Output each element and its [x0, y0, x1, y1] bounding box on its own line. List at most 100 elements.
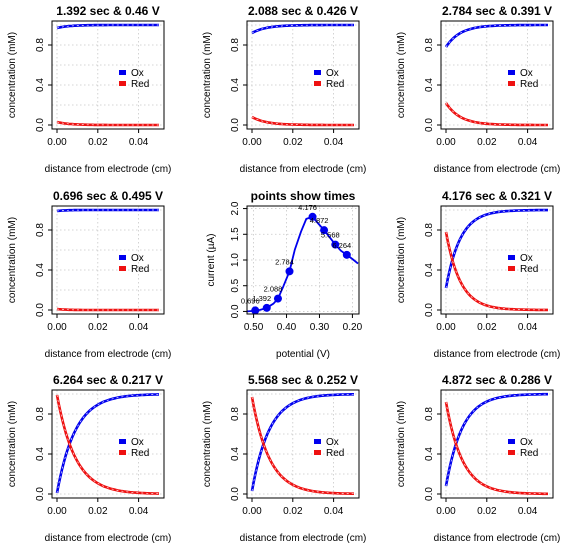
time-point-marker [273, 294, 282, 303]
x-tick-label: 0.02 [88, 506, 108, 517]
series-highlight-red [56, 394, 159, 494]
series-highlight-ox [445, 209, 548, 289]
y-axis-label: current (µA) [206, 234, 217, 287]
y-tick-label: 0.0 [424, 487, 435, 501]
y-axis-label: concentration (mM) [396, 217, 407, 303]
plot-frame [51, 20, 165, 130]
series-highlight-ox [56, 24, 159, 29]
legend-label-red: Red [131, 264, 149, 275]
y-tick-label: 0.4 [35, 78, 46, 92]
legend-label-ox: Ox [326, 68, 339, 79]
legend-label-red: Red [520, 79, 538, 90]
x-tick-label: 0.00 [436, 322, 456, 333]
series-highlight-ox [56, 209, 159, 212]
y-tick-label: 0.8 [35, 407, 46, 421]
series-line-red [56, 120, 159, 127]
x-tick-label: 0.00 [242, 137, 262, 148]
legend-label-red: Red [131, 448, 149, 459]
x-tick-label: 0.02 [88, 137, 108, 148]
x-axis-label: distance from electrode (cm) [45, 349, 172, 360]
series-highlight-red [56, 308, 159, 311]
x-tick-label: 0.50 [244, 322, 264, 333]
y-tick-label: 0.0 [424, 303, 435, 317]
x-axis-label: distance from electrode (cm) [45, 164, 172, 175]
legend-label-ox: Ox [131, 437, 144, 448]
x-tick-label: 0.02 [283, 506, 303, 517]
x-axis-label: distance from electrode (cm) [45, 533, 172, 544]
y-tick-label: 0.4 [35, 447, 46, 461]
legend-key-ox [508, 255, 515, 260]
series-highlight-red [251, 116, 354, 126]
plot-frame [440, 20, 554, 130]
x-tick-label: 0.04 [129, 322, 149, 333]
time-point-label: 2.784 [275, 257, 294, 266]
series-line-red [251, 115, 354, 127]
time-point-marker [320, 226, 329, 235]
legend-key-red [119, 266, 126, 271]
panel-title: points show times [251, 189, 356, 203]
y-tick-label: 0.5 [230, 278, 241, 292]
legend-key-ox [119, 255, 126, 260]
legend-key-ox [314, 70, 321, 75]
legend-key-red [119, 450, 126, 455]
x-tick-label: 0.00 [436, 506, 456, 517]
time-point-label: 1.392 [252, 294, 271, 303]
y-tick-label: 0.0 [230, 118, 241, 132]
legend-label-ox: Ox [131, 68, 144, 79]
y-tick-label: 0.4 [230, 447, 241, 461]
x-axis-label: distance from electrode (cm) [240, 533, 367, 544]
x-tick-label: 0.04 [518, 506, 538, 517]
legend-key-ox [314, 439, 321, 444]
series-line-ox [444, 392, 548, 487]
series-highlight-red [251, 396, 354, 495]
x-tick-label: 0.02 [477, 137, 497, 148]
y-tick-label: 0.8 [230, 38, 241, 52]
x-tick-label: 0.00 [436, 137, 456, 148]
plot-frame [51, 389, 165, 499]
time-point-marker [262, 303, 271, 312]
time-point-marker [308, 212, 317, 221]
x-axis-label: distance from electrode (cm) [240, 164, 367, 175]
x-axis-label: distance from electrode (cm) [434, 533, 561, 544]
x-tick-label: 0.00 [47, 137, 67, 148]
y-axis-label: concentration (mM) [202, 401, 213, 487]
panel-title: 4.176 sec & 0.321 V [442, 189, 552, 203]
legend-key-red [508, 450, 515, 455]
legend-label-red: Red [520, 264, 538, 275]
legend-key-red [508, 266, 515, 271]
y-tick-label: 1.0 [230, 253, 241, 267]
y-tick-label: 0.4 [424, 263, 435, 277]
series-line-ox [444, 208, 548, 289]
y-tick-label: 0.8 [424, 407, 435, 421]
x-tick-label: 0.04 [324, 137, 344, 148]
x-tick-label: 0.40 [277, 322, 297, 333]
y-tick-label: 0.4 [35, 263, 46, 277]
legend-key-red [508, 81, 515, 86]
legend-label-ox: Ox [520, 68, 533, 79]
y-tick-label: 0.4 [424, 447, 435, 461]
x-tick-label: 0.00 [242, 506, 262, 517]
time-point-marker [285, 267, 294, 276]
legend-label-ox: Ox [520, 437, 533, 448]
series-line-red [444, 102, 548, 127]
panel-title: 0.696 sec & 0.495 V [53, 189, 163, 203]
x-tick-label: 0.00 [47, 506, 67, 517]
series-highlight-red [445, 102, 548, 126]
plot-frame [440, 389, 554, 499]
y-axis-label: concentration (mM) [7, 217, 18, 303]
x-tick-label: 0.00 [47, 322, 67, 333]
y-tick-label: 0.0 [35, 487, 46, 501]
series-line-red [444, 401, 548, 496]
panel-title: 2.088 sec & 0.426 V [248, 4, 358, 18]
time-point-label: 2.088 [264, 285, 283, 294]
x-tick-label: 0.20 [343, 322, 363, 333]
y-tick-label: 0.4 [424, 78, 435, 92]
